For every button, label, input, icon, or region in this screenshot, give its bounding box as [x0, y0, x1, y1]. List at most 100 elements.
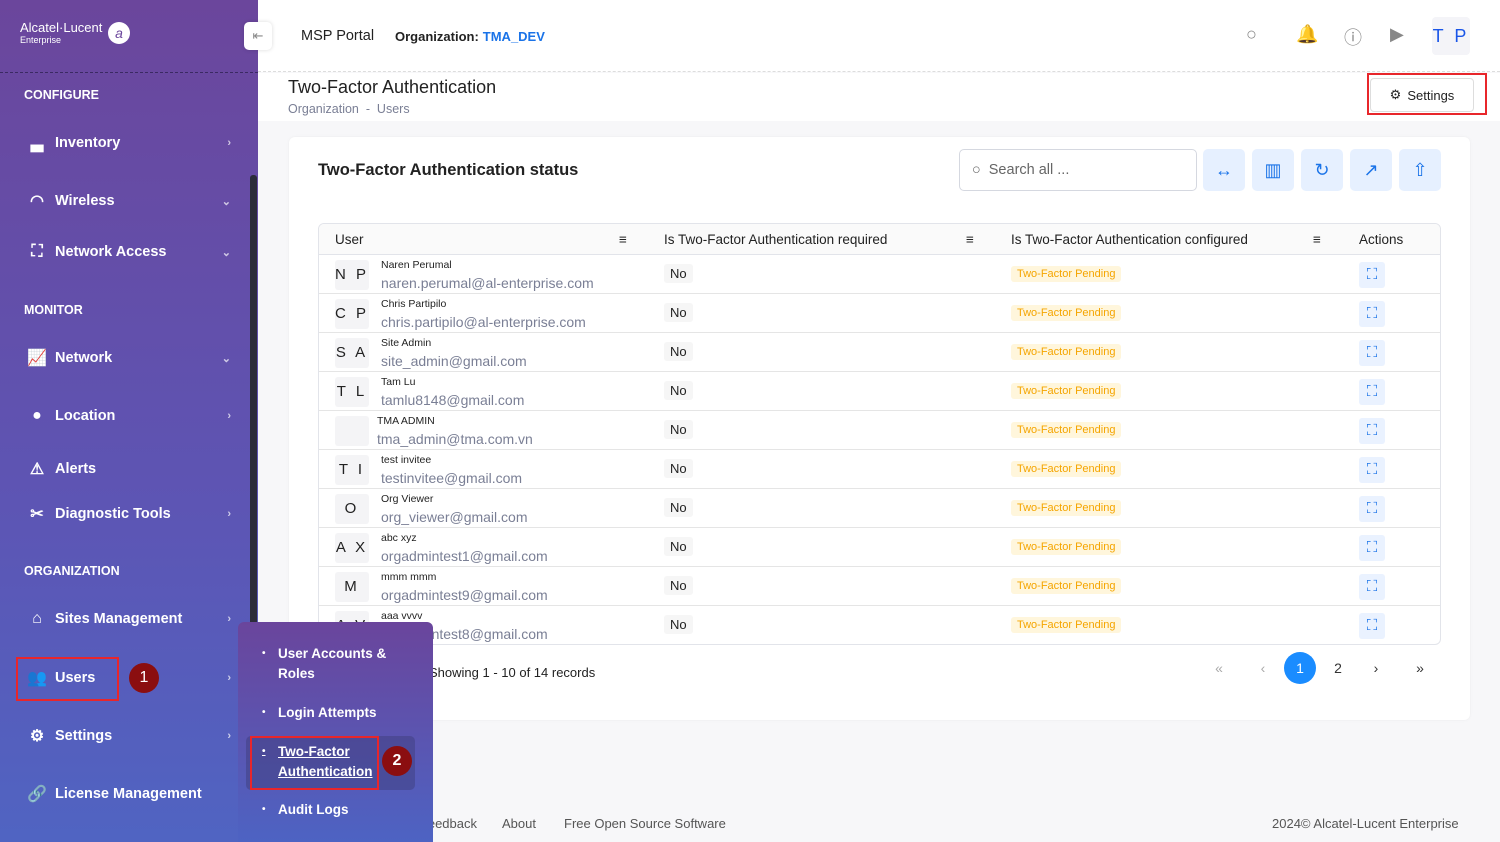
- expand-icon[interactable]: ⛶: [1359, 613, 1385, 639]
- expand-icon[interactable]: ⛶: [1359, 262, 1385, 288]
- avatar: [335, 416, 369, 446]
- bell-icon[interactable]: 🔔: [1296, 24, 1319, 44]
- expand-icon[interactable]: ⛶: [1359, 457, 1385, 483]
- users-submenu: • User Accounts & Roles • Login Attempts •…: [238, 622, 433, 842]
- submenu-two-factor-authentication[interactable]: • Two-Factor Authentication: [262, 744, 373, 779]
- user-email: site_admin@gmail.com: [381, 353, 527, 369]
- table-row: N P Naren Perumal naren.perumal@al-enter…: [319, 255, 1440, 294]
- brand-logo: Alcatel·Lucent Enterprise a: [20, 20, 130, 45]
- card-title: Two-Factor Authentication status: [318, 161, 579, 179]
- help-icon[interactable]: ⓘ: [1344, 28, 1362, 48]
- annotation-badge-2: 2: [382, 746, 412, 776]
- user-name: TMA ADMIN: [377, 415, 435, 427]
- user-email: testinvitee@gmail.com: [381, 470, 523, 486]
- col-required: Is Two-Factor Authentication required: [664, 232, 888, 247]
- user-email: tamlu8148@gmail.com: [381, 392, 525, 408]
- home-icon: ⌂: [32, 610, 42, 627]
- expand-icon[interactable]: ⛶: [1359, 574, 1385, 600]
- open-external-button[interactable]: ↗: [1350, 149, 1392, 191]
- export-button[interactable]: ⇧: [1399, 149, 1441, 191]
- section-monitor: MONITOR: [24, 303, 83, 317]
- expand-icon[interactable]: ⛶: [1359, 535, 1385, 561]
- sidebar-scrollbar[interactable]: [250, 175, 257, 635]
- collapse-sidebar-button[interactable]: ⇤: [244, 22, 272, 50]
- user-email: orgadmintest1@gmail.com: [381, 548, 548, 564]
- tools-icon: ✂: [30, 506, 44, 523]
- avatar: A X: [335, 533, 369, 563]
- status-badge: Two-Factor Pending: [1011, 266, 1122, 282]
- user-email: naren.perumal@al-enterprise.com: [381, 275, 594, 291]
- search-icon: ○: [972, 162, 981, 178]
- expand-icon[interactable]: ⛶: [1359, 340, 1385, 366]
- sidebar: Alcatel·Lucent Enterprise a CONFIGURE ▃ Inv…: [0, 0, 258, 842]
- col-menu-icon[interactable]: ≡: [1313, 232, 1321, 247]
- page-2-button[interactable]: 2: [1334, 660, 1342, 676]
- sidebar-item-network-access[interactable]: ⛶ Network Access ⌄: [26, 243, 231, 261]
- sidebar-item-diagnostic-tools[interactable]: ✂ Diagnostic Tools ›: [26, 504, 231, 524]
- required-value: No: [664, 381, 693, 400]
- sidebar-item-wireless[interactable]: ◠ Wireless ⌄: [26, 191, 231, 211]
- status-badge: Two-Factor Pending: [1011, 500, 1122, 516]
- avatar: T I: [335, 455, 369, 485]
- user-name: Chris Partipilo: [381, 298, 447, 310]
- submenu-audit-logs[interactable]: • Audit Logs: [262, 802, 349, 817]
- submenu-user-accounts-roles[interactable]: • User Accounts & Roles: [262, 646, 387, 681]
- avatar: O V: [335, 494, 369, 547]
- required-value: No: [664, 420, 693, 439]
- sidebar-item-license-management[interactable]: 🔗 License Management: [27, 786, 202, 803]
- required-value: No: [664, 576, 693, 595]
- sidebar-item-sites-management[interactable]: ⌂ Sites Management ›: [26, 610, 231, 628]
- col-menu-icon[interactable]: ≡: [966, 232, 974, 247]
- first-page-button[interactable]: «: [1215, 660, 1223, 676]
- chart-icon: 📈: [27, 350, 47, 367]
- table-row: A V aaa vvvv orgadmintest8@gmail.com No …: [319, 606, 1440, 644]
- required-value: No: [664, 303, 693, 322]
- last-page-button[interactable]: »: [1416, 660, 1424, 676]
- gear-icon: ⚙: [1389, 87, 1402, 102]
- sidebar-item-users[interactable]: 👥 Users ›: [27, 670, 231, 687]
- footer-feedback[interactable]: Feedback: [419, 816, 477, 831]
- settings-button[interactable]: ⚙ Settings: [1370, 78, 1474, 112]
- section-configure: CONFIGURE: [24, 88, 99, 102]
- col-menu-icon[interactable]: ≡: [619, 232, 627, 247]
- organization-selector[interactable]: Organization: TMA_DEV: [395, 29, 545, 44]
- refresh-button[interactable]: ↻: [1301, 149, 1343, 191]
- sidebar-item-alerts[interactable]: ⚠ Alerts: [26, 459, 231, 479]
- search-icon[interactable]: ○: [1246, 24, 1257, 44]
- expand-icon[interactable]: ⛶: [1359, 418, 1385, 444]
- gear-icon: ⚙: [29, 728, 45, 745]
- top-bar: ⇤ MSP Portal Organization: TMA_DEV ○ 🔔 ⓘ …: [244, 0, 1500, 72]
- required-value: No: [664, 537, 693, 556]
- footer-about[interactable]: About: [502, 816, 536, 831]
- user-avatar[interactable]: T P: [1432, 17, 1470, 55]
- table-row: A X abc xyz orgadmintest1@gmail.com No T…: [319, 528, 1440, 567]
- sidebar-item-inventory[interactable]: ▃ Inventory ›: [26, 133, 231, 153]
- sidebar-item-location[interactable]: ● Location ›: [26, 407, 231, 425]
- user-name: abc xyz: [381, 532, 417, 544]
- columns-button[interactable]: ▥: [1252, 149, 1294, 191]
- location-icon: ●: [32, 407, 42, 424]
- footer-foss[interactable]: Free Open Source Software: [564, 816, 726, 831]
- network-access-icon: ⛶: [31, 243, 43, 260]
- table-row: C P Chris Partipilo chris.partipilo@al-e…: [319, 294, 1440, 333]
- resize-columns-button[interactable]: ↔: [1203, 149, 1245, 191]
- expand-icon[interactable]: ⛶: [1359, 379, 1385, 405]
- expand-icon[interactable]: ⛶: [1359, 496, 1385, 522]
- page-1-button[interactable]: 1: [1284, 652, 1316, 684]
- sidebar-item-network[interactable]: 📈 Network ⌄: [27, 350, 231, 367]
- highlight-settings: [1367, 73, 1487, 115]
- next-page-button[interactable]: ›: [1373, 660, 1379, 676]
- user-name: Site Admin: [381, 337, 432, 349]
- search-input[interactable]: ○ Search all ...: [959, 149, 1197, 191]
- table-row: T L Tam Lu tamlu8148@gmail.com No Two-Fa…: [319, 372, 1440, 411]
- prev-page-button[interactable]: ‹: [1260, 660, 1266, 676]
- submenu-login-attempts[interactable]: • Login Attempts: [262, 705, 377, 720]
- expand-icon[interactable]: ⛶: [1359, 301, 1385, 327]
- user-name: Naren Perumal: [381, 259, 452, 271]
- avatar: N P: [335, 260, 369, 290]
- footer-copyright: 2024© Alcatel-Lucent Enterprise: [1272, 816, 1459, 831]
- video-icon[interactable]: ▶: [1390, 24, 1404, 44]
- sidebar-item-settings[interactable]: ⚙ Settings ›: [26, 726, 231, 746]
- breadcrumb: Organization - Users: [288, 102, 410, 116]
- section-organization: ORGANIZATION: [24, 564, 120, 578]
